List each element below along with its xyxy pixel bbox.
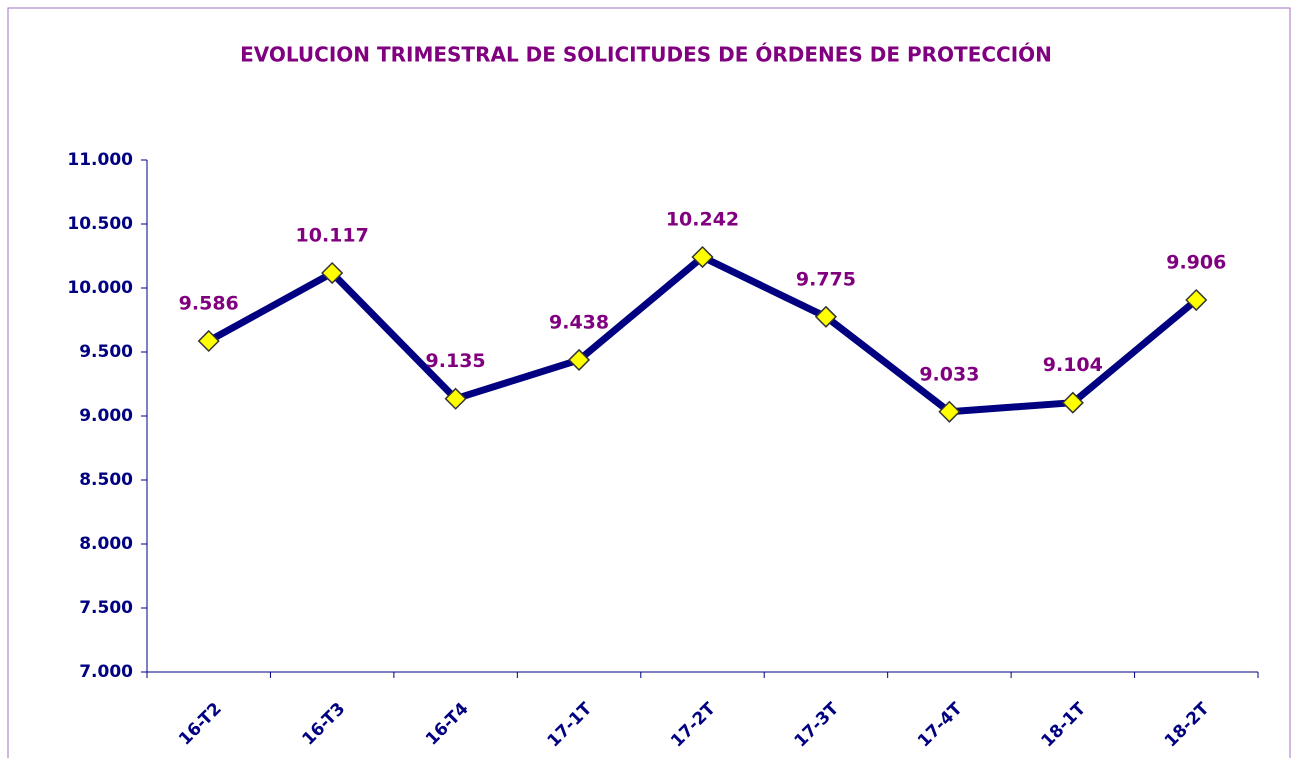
marker [814, 305, 838, 328]
marker [1061, 391, 1084, 414]
data-label: 10.242 [666, 209, 739, 231]
marker [938, 400, 961, 423]
data-label: 10.117 [296, 225, 369, 247]
marker [1185, 288, 1208, 312]
y-tick-label: 10.500 [67, 214, 133, 234]
y-tick-label: 7.500 [79, 598, 133, 618]
data-label: 9.135 [426, 350, 486, 372]
chart-title: EVOLUCION TRIMESTRAL DE SOLICITUDES DE Ó… [240, 43, 1052, 67]
data-label: 9.438 [549, 311, 609, 333]
y-tick-label: 9.500 [79, 342, 133, 362]
data-label: 9.033 [919, 363, 979, 385]
data-label: 9.104 [1043, 354, 1103, 376]
y-tick-label: 8.500 [79, 470, 133, 490]
y-tick-label: 8.000 [79, 534, 133, 554]
marker [444, 387, 467, 410]
chart-border [7, 7, 1291, 758]
marker [321, 261, 344, 285]
marker [691, 245, 714, 269]
y-tick-label: 11.000 [67, 150, 133, 170]
marker [197, 329, 220, 353]
data-label: 9.775 [796, 268, 856, 290]
marker [567, 348, 591, 371]
y-tick-label: 10.000 [67, 278, 133, 298]
data-label: 9.586 [179, 292, 239, 314]
y-tick-label: 7.000 [79, 662, 133, 682]
y-tick-label: 9.000 [79, 406, 133, 426]
data-label: 9.906 [1166, 252, 1226, 274]
